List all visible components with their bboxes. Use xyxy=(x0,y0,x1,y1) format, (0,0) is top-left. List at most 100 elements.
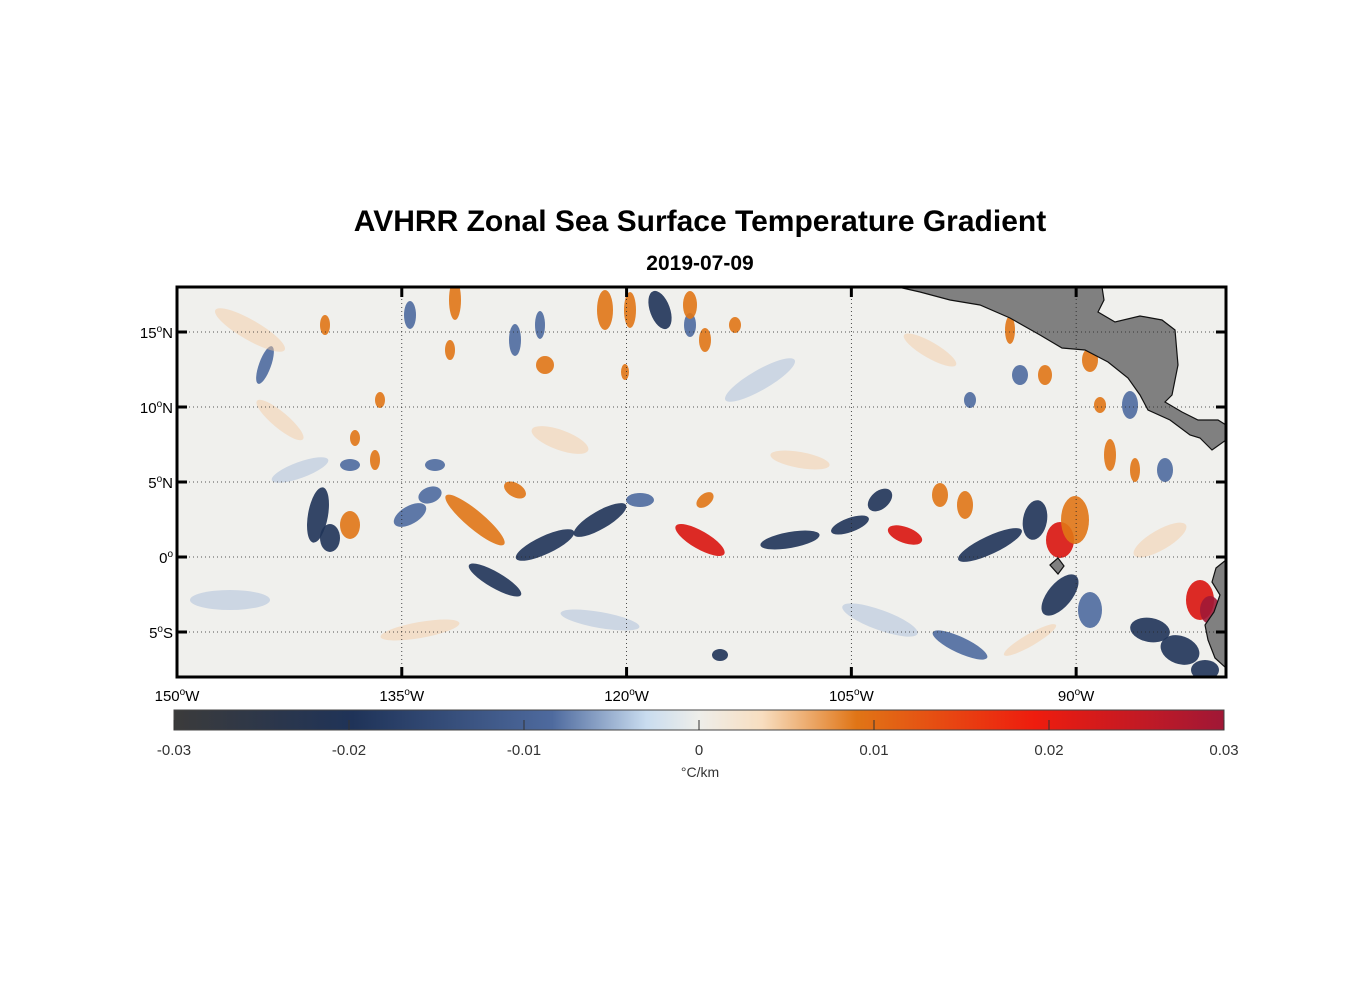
gradient-feature xyxy=(1061,496,1089,544)
lat-tick-label: 5oS xyxy=(149,624,173,642)
lat-tick-label: 5oN xyxy=(148,474,173,492)
colorbar-tick-label: -0.02 xyxy=(332,742,366,759)
gradient-feature xyxy=(842,603,918,637)
gradient-feature xyxy=(760,530,820,550)
gradient-feature xyxy=(1022,500,1048,540)
gradient-feature xyxy=(831,515,869,535)
gradient-feature xyxy=(1038,365,1052,385)
gradient-feature xyxy=(626,493,654,507)
gradient-feature xyxy=(684,313,696,337)
gradient-feature xyxy=(1041,574,1079,616)
gradient-feature xyxy=(867,488,893,512)
gradient-feature xyxy=(573,503,627,537)
gradient-feature xyxy=(770,450,830,470)
lat-tick-label: 0o xyxy=(159,549,173,567)
gradient-feature xyxy=(340,459,360,471)
map-title: AVHRR Zonal Sea Surface Temperature Grad… xyxy=(353,205,1047,238)
gradient-feature xyxy=(449,287,461,320)
gradient-feature xyxy=(712,649,728,661)
gradient-feature xyxy=(1157,458,1173,482)
gradient-feature xyxy=(340,511,360,539)
gradient-feature xyxy=(536,356,554,374)
gradient-feature xyxy=(903,333,957,367)
gradient-feature xyxy=(1012,365,1028,385)
gradient-feature xyxy=(531,426,589,454)
gradient-feature xyxy=(725,358,795,402)
gradient-feature xyxy=(375,392,385,408)
gradient-feature xyxy=(1078,592,1102,628)
map-date-subtitle: 2019-07-09 xyxy=(646,252,754,275)
gradient-feature xyxy=(957,491,973,519)
gradient-feature xyxy=(445,340,455,360)
gradient-feature xyxy=(215,308,285,352)
colorbar-tick-label: 0 xyxy=(695,742,703,759)
colorbar-tick-label: -0.01 xyxy=(507,742,541,759)
gradient-feature xyxy=(370,450,380,470)
sst-gradient-field xyxy=(177,287,1226,677)
gradient-feature xyxy=(597,290,613,330)
gradient-feature xyxy=(418,486,442,504)
gradient-feature xyxy=(190,590,270,610)
gradient-feature xyxy=(648,290,672,330)
latitude-labels: 15oN 10oN 5oN 0o 5oS xyxy=(140,324,174,642)
gradient-feature xyxy=(320,315,330,335)
colorbar-units: °C/km xyxy=(680,764,720,780)
gradient-feature xyxy=(271,457,329,483)
land-mask xyxy=(897,287,1226,669)
longitude-labels: 150oW 135oW 120oW 105oW 90oW xyxy=(155,687,1096,705)
galapagos-island xyxy=(1049,557,1065,575)
south-america-land xyxy=(1204,559,1226,669)
colorbar-tick-label: 0.03 xyxy=(1209,742,1238,759)
gradient-feature xyxy=(393,503,427,527)
gradient-feature xyxy=(1130,458,1140,482)
gradient-feature xyxy=(445,494,505,546)
gradient-feature xyxy=(256,399,304,441)
gradient-feature xyxy=(958,528,1022,562)
gradient-feature xyxy=(621,364,629,380)
gradient-feature xyxy=(350,430,360,446)
central-america-land xyxy=(897,287,1226,451)
gradient-feature xyxy=(699,328,711,352)
gradient-feature xyxy=(964,392,976,408)
gradient-feature xyxy=(1191,660,1219,677)
gradient-feature xyxy=(887,525,923,545)
gradient-feature xyxy=(1122,391,1138,419)
graticule xyxy=(177,287,1226,677)
lon-tick-label: 90oW xyxy=(1058,687,1095,705)
gradient-anomaly-layer xyxy=(190,287,1220,677)
colorbar-tick-label: 0.02 xyxy=(1034,742,1063,759)
gradient-feature xyxy=(504,481,526,499)
gradient-feature xyxy=(515,529,575,561)
gradient-feature xyxy=(256,346,274,384)
gradient-feature xyxy=(404,301,416,329)
gradient-feature xyxy=(320,524,340,552)
gradient-feature xyxy=(1094,397,1106,413)
gradient-feature xyxy=(932,630,988,660)
gradient-feature xyxy=(1003,624,1057,656)
gradient-feature xyxy=(509,324,521,356)
gradient-feature xyxy=(1130,617,1170,643)
axis-ticks xyxy=(175,287,1226,677)
gradient-feature xyxy=(1133,522,1187,558)
lon-tick-label: 120oW xyxy=(604,687,650,705)
gradient-feature xyxy=(1104,439,1116,471)
gradient-feature xyxy=(624,292,636,328)
gradient-feature xyxy=(425,459,445,471)
colorbar-tick-label: 0.01 xyxy=(859,742,888,759)
colorbar: -0.03 -0.02 -0.01 0 0.01 0.02 0.03 xyxy=(157,709,1239,759)
lat-tick-label: 15oN xyxy=(140,324,173,342)
gradient-feature xyxy=(932,483,948,507)
colorbar-ticks: -0.03 -0.02 -0.01 0 0.01 0.02 0.03 xyxy=(157,720,1239,759)
gradient-feature xyxy=(560,609,640,631)
gradient-feature xyxy=(729,317,741,333)
gradient-feature xyxy=(675,523,725,557)
gradient-feature xyxy=(1005,316,1015,344)
gradient-feature xyxy=(696,492,714,508)
lon-tick-label: 135oW xyxy=(379,687,425,705)
gradient-feature xyxy=(380,619,460,641)
gradient-feature xyxy=(1160,635,1200,665)
lat-tick-label: 10oN xyxy=(140,399,173,417)
gradient-feature xyxy=(535,311,545,339)
lon-tick-label: 150oW xyxy=(155,687,201,705)
